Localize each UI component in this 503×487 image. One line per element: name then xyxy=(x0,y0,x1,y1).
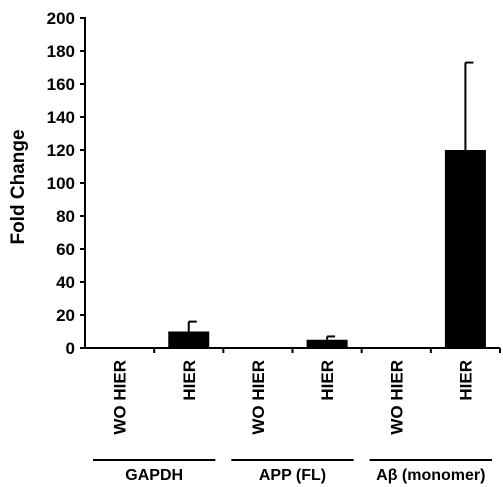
y-tick-label: 80 xyxy=(56,207,75,226)
category-label: WO HIER xyxy=(387,360,406,435)
category-label: HIER xyxy=(180,360,199,401)
y-tick-label: 40 xyxy=(56,273,75,292)
bar xyxy=(306,339,348,348)
error-bars xyxy=(187,61,474,340)
bars xyxy=(99,150,486,348)
category-label: HIER xyxy=(456,360,475,401)
y-tick-label: 0 xyxy=(66,339,75,358)
category-labels: WO HIER HIER WO HIER HIER WO HIER HIER xyxy=(111,348,501,435)
category-label: WO HIER xyxy=(111,360,130,435)
group-label: Aβ (monomer) xyxy=(376,467,485,484)
bar xyxy=(444,150,486,348)
y-axis-label: Fold Change xyxy=(8,129,29,244)
group-labels: GAPDH APP (FL) Aβ (monomer) xyxy=(93,459,492,484)
y-tick-label: 200 xyxy=(47,9,75,28)
y-tick-label: 120 xyxy=(47,141,75,160)
y-tick-label: 160 xyxy=(47,75,75,94)
category-label: HIER xyxy=(318,360,337,401)
y-tick-label: 60 xyxy=(56,240,75,259)
y-tick-label: 180 xyxy=(47,42,75,61)
bar xyxy=(168,331,210,348)
y-tick-label: 20 xyxy=(56,306,75,325)
category-label: WO HIER xyxy=(249,360,268,435)
group-label: APP (FL) xyxy=(259,467,326,484)
y-axis-ticks: 0 20 40 60 80 100 120 140 160 180 200 xyxy=(47,9,85,358)
y-tick-label: 140 xyxy=(47,108,75,127)
group-label: GAPDH xyxy=(125,467,183,484)
y-tick-label: 100 xyxy=(47,174,75,193)
